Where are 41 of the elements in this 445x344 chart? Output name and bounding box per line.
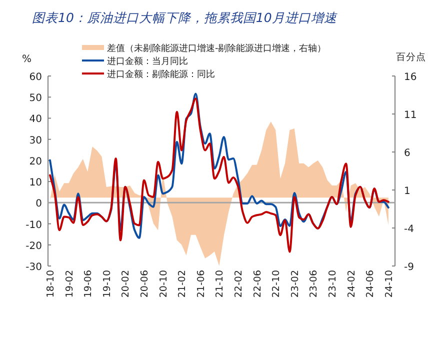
x-tick-label: 22-10 bbox=[271, 270, 282, 298]
y-tick-label: 30 bbox=[29, 135, 42, 146]
y-tick-label: 10 bbox=[29, 178, 42, 189]
y2-tick-label: -9 bbox=[404, 262, 414, 273]
y-tick-label: 40 bbox=[29, 114, 42, 126]
y2-tick-label: 1 bbox=[404, 186, 410, 197]
x-tick-label: 21-10 bbox=[214, 270, 226, 298]
y-tick-label: 20 bbox=[29, 156, 42, 168]
y2-tick-label: 11 bbox=[404, 110, 417, 121]
x-tick-label: 21-02 bbox=[177, 270, 188, 298]
x-tick-label: 19-02 bbox=[64, 270, 76, 298]
y2-tick-label: -4 bbox=[404, 224, 414, 235]
y-tick-label: -10 bbox=[26, 220, 42, 231]
x-tick-label: 24-06 bbox=[365, 270, 376, 298]
x-tick-label: 23-06 bbox=[308, 270, 320, 298]
y-tick-label: -20 bbox=[26, 240, 42, 252]
x-tick-label: 24-02 bbox=[346, 270, 358, 298]
x-tick-label: 19-06 bbox=[83, 270, 94, 298]
x-tick-label: 20-10 bbox=[158, 270, 170, 298]
x-tick-label: 20-06 bbox=[140, 270, 150, 298]
x-tick-label: 24-10 bbox=[384, 270, 395, 298]
y-axis-title: % bbox=[22, 54, 32, 65]
legend-label: 进口金额：剔除能源：同比 bbox=[107, 69, 215, 80]
chart-title: 图表10：原油进口大幅下降，拖累我国10月进口增速 bbox=[32, 10, 338, 25]
x-tick-label: 22-06 bbox=[252, 270, 264, 298]
y2-tick-label: 6 bbox=[404, 148, 410, 159]
legend-label: 进口金额：当月同比 bbox=[107, 56, 188, 67]
legend-label: 差值（未剔除能源进口增速-剔除能源进口增速，右轴） bbox=[107, 43, 326, 54]
y-tick-label: 0 bbox=[36, 198, 42, 210]
x-tick-label: 21-06 bbox=[196, 270, 207, 298]
x-tick-label: 23-02 bbox=[290, 270, 301, 298]
x-tick-label: 23-10 bbox=[328, 270, 338, 298]
y-tick-label: 50 bbox=[29, 93, 42, 104]
y-tick-label: 60 bbox=[29, 72, 42, 83]
y-tick-label: -30 bbox=[26, 262, 42, 273]
y2-tick-label: 16 bbox=[404, 72, 417, 83]
x-tick-label: 18-10 bbox=[46, 270, 56, 298]
x-tick-label: 19-10 bbox=[102, 270, 113, 298]
x-tick-label: 20-02 bbox=[120, 270, 132, 298]
y2-axis-title: 百分点 bbox=[396, 51, 426, 63]
x-tick-label: 22-02 bbox=[234, 270, 244, 298]
